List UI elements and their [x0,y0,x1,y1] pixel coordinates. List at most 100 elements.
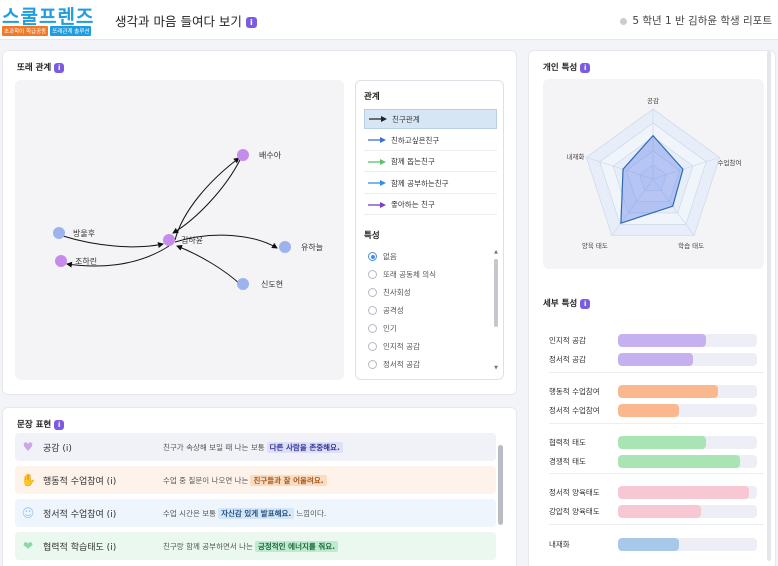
student-node-label: 신도현 [261,280,284,289]
sentence-text: 친구랑 함께 공부하면서 나는 긍정적인 에너지를 줘요. [163,540,340,552]
edge [62,235,164,248]
traits-card-scrollbar[interactable] [767,51,771,561]
sentence-prefix: 수업 시간은 보통 [163,508,217,518]
detail-trait-bar-track [618,333,757,347]
detail-trait-row: 정서적 양육태도 [549,485,764,499]
smile-icon: ☺ [21,506,35,520]
detail-trait-row: 정서적 공감 [549,352,764,366]
info-icon[interactable]: i [54,62,65,73]
relation-filter-item[interactable]: 좋아하는 친구 [364,195,497,215]
sentence-category-label[interactable]: 협력적 학습태도 (i) [43,542,117,553]
detail-trait-row: 내재화 [549,537,764,551]
detail-trait-row: 행동적 수업참여 [549,384,764,398]
trait-radio-option[interactable]: 친사회성 [368,287,411,298]
sentence-prefix: 수업 중 질문이 나오면 나는 [163,475,249,485]
detail-trait-row: 협력적 태도 [549,435,764,449]
logo-tags: 초과학이 학급공동 또래관계 솔루션 [2,26,92,36]
info-icon[interactable]: i [245,17,257,28]
student-node[interactable] [55,255,67,267]
radar-axis-label: 양육 태도 [581,241,608,250]
radio-button[interactable] [368,306,377,315]
relation-section-title: 관계 [364,92,380,102]
relation-graph-edges [62,157,278,286]
logo-tag: 초과학이 학급공동 [2,26,49,36]
radio-button[interactable] [368,270,377,279]
trait-radio-option[interactable]: 없음 [368,251,397,262]
detail-trait-row: 강압적 양육태도 [549,504,764,518]
radio-button[interactable] [368,288,377,297]
relation-filter-item[interactable]: 함께 공부하는친구 [364,174,497,194]
radar-axis-line [611,178,654,236]
detail-trait-bar-track [618,435,757,449]
page-title-text: 생각과 마음 들여다 보기 [115,14,242,29]
scroll-down-icon[interactable]: ▼ [494,365,498,371]
card-title: 개인 특성 i [543,61,591,73]
trait-scrollbar[interactable]: ▲ ▼ [493,249,499,371]
relation-filter-label: 좋아하는 친구 [391,200,435,209]
detail-trait-bar-track [618,403,757,417]
student-node[interactable] [163,234,175,246]
section-divider [549,473,764,474]
app-header: 스쿨프렌즈 초과학이 학급공동 또래관계 솔루션 생각과 마음 들여다 보기 i… [0,0,778,40]
detail-trait-bar-track [618,352,757,366]
trait-radio-label: 공격성 [383,306,404,315]
card-title-text: 문장 표현 [17,420,52,430]
trait-radio-option[interactable]: 공격성 [368,305,404,316]
trait-radio-option[interactable]: 인지적 공감 [368,341,420,352]
detail-trait-bar-fill [618,537,680,551]
sentence-highlight: 다른 사람을 존중해요. [266,441,343,453]
detail-trait-row: 인지적 공감 [549,333,764,347]
edge [66,245,170,268]
info-icon[interactable]: i [580,62,591,73]
radar-axis-label: 수업참여 [717,159,742,168]
radar-axis-label: 학습 태도 [678,241,705,250]
sentence-highlight: 긍정적인 에너지를 줘요. [254,540,339,552]
relation-filter-item[interactable]: 친구관계 [364,109,497,129]
scroll-up-icon[interactable]: ▲ [494,249,498,255]
arrow-icon [369,116,387,122]
student-node[interactable] [279,241,291,253]
student-node-label: 조하린 [75,257,98,266]
detail-title-text: 세부 특성 [543,299,578,309]
hands-icon: ❤ [22,539,34,553]
card-title: 또래 관계 i [17,61,65,73]
relation-graph[interactable]: 김하윤 배수아 방울후 조하린 유하늘 신도현 [15,80,344,380]
relation-filter-item[interactable]: 함께 돕는친구 [364,152,497,172]
student-node[interactable] [237,149,249,161]
sentence-category-label[interactable]: 정서적 수업참여 (i) [43,509,117,520]
radar-value-area [620,134,684,225]
detail-trait-bar-fill [618,485,749,499]
trait-radio-option[interactable]: 정서적 공감 [368,359,420,370]
status-dot-icon [620,17,628,25]
sentence-row: ❤ 협력적 학습태도 (i) 친구랑 함께 공부하면서 나는 긍정적인 에너지를 줘요… [15,532,496,560]
heart-icon: ♥ [22,440,34,454]
sentence-category-label[interactable]: 행동적 수업참여 (i) [43,476,117,487]
detail-trait-bar-track [618,384,757,398]
trait-radio-label: 인기 [383,324,397,333]
student-node[interactable] [53,227,65,239]
trait-section-title: 특성 [364,231,380,241]
student-report-text: 5 학년 1 반 김하윤 학생 리포트 [632,15,772,27]
detail-trait-label: 정서적 공감 [549,354,586,364]
relation-filter-label: 친하고싶은친구 [391,135,440,145]
info-icon[interactable]: i [54,419,65,430]
trait-radio-option[interactable]: 또래 공동체 의식 [368,269,436,280]
student-node-label: 배수아 [259,151,282,160]
trait-radio-option[interactable]: 인기 [368,323,397,334]
radio-button[interactable] [368,324,377,333]
detail-trait-bar-fill [618,333,706,347]
school-friends-logo[interactable]: 스쿨프렌즈 초과학이 학급공동 또래관계 솔루션 [2,2,94,38]
info-icon[interactable]: i [580,298,591,309]
radio-button[interactable] [368,342,377,351]
student-report-label: 5 학년 1 반 김하윤 학생 리포트 [620,13,772,28]
student-node[interactable] [237,278,249,290]
relation-filter-label: 친구관계 [392,114,420,124]
trait-scrollbar-thumb[interactable] [494,259,498,327]
sentence-category-label[interactable]: 공감 (i) [43,443,72,454]
detail-trait-label: 협력적 태도 [549,437,586,447]
radio-button[interactable] [368,360,377,369]
sentence-scrollbar[interactable] [498,445,503,525]
relation-filter-item[interactable]: 친하고싶은친구 [364,131,497,151]
radio-button[interactable] [368,252,377,261]
